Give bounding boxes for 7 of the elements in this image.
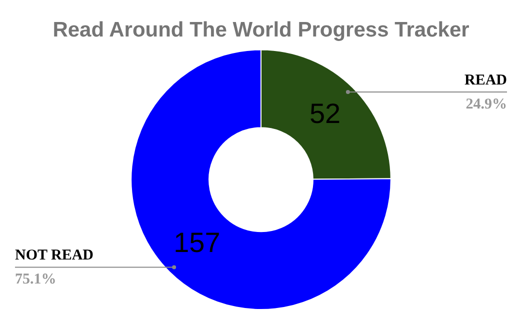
text: 24.9% [466, 96, 507, 112]
data-label: 52 [309, 98, 341, 129]
slice-label: READ [464, 72, 508, 88]
text: 75.1% [15, 272, 56, 288]
data-label: 157 [174, 226, 220, 258]
slice-label: NOT READ [15, 248, 94, 264]
chart-title: Read Around The World Progress Tracker [52, 18, 470, 42]
